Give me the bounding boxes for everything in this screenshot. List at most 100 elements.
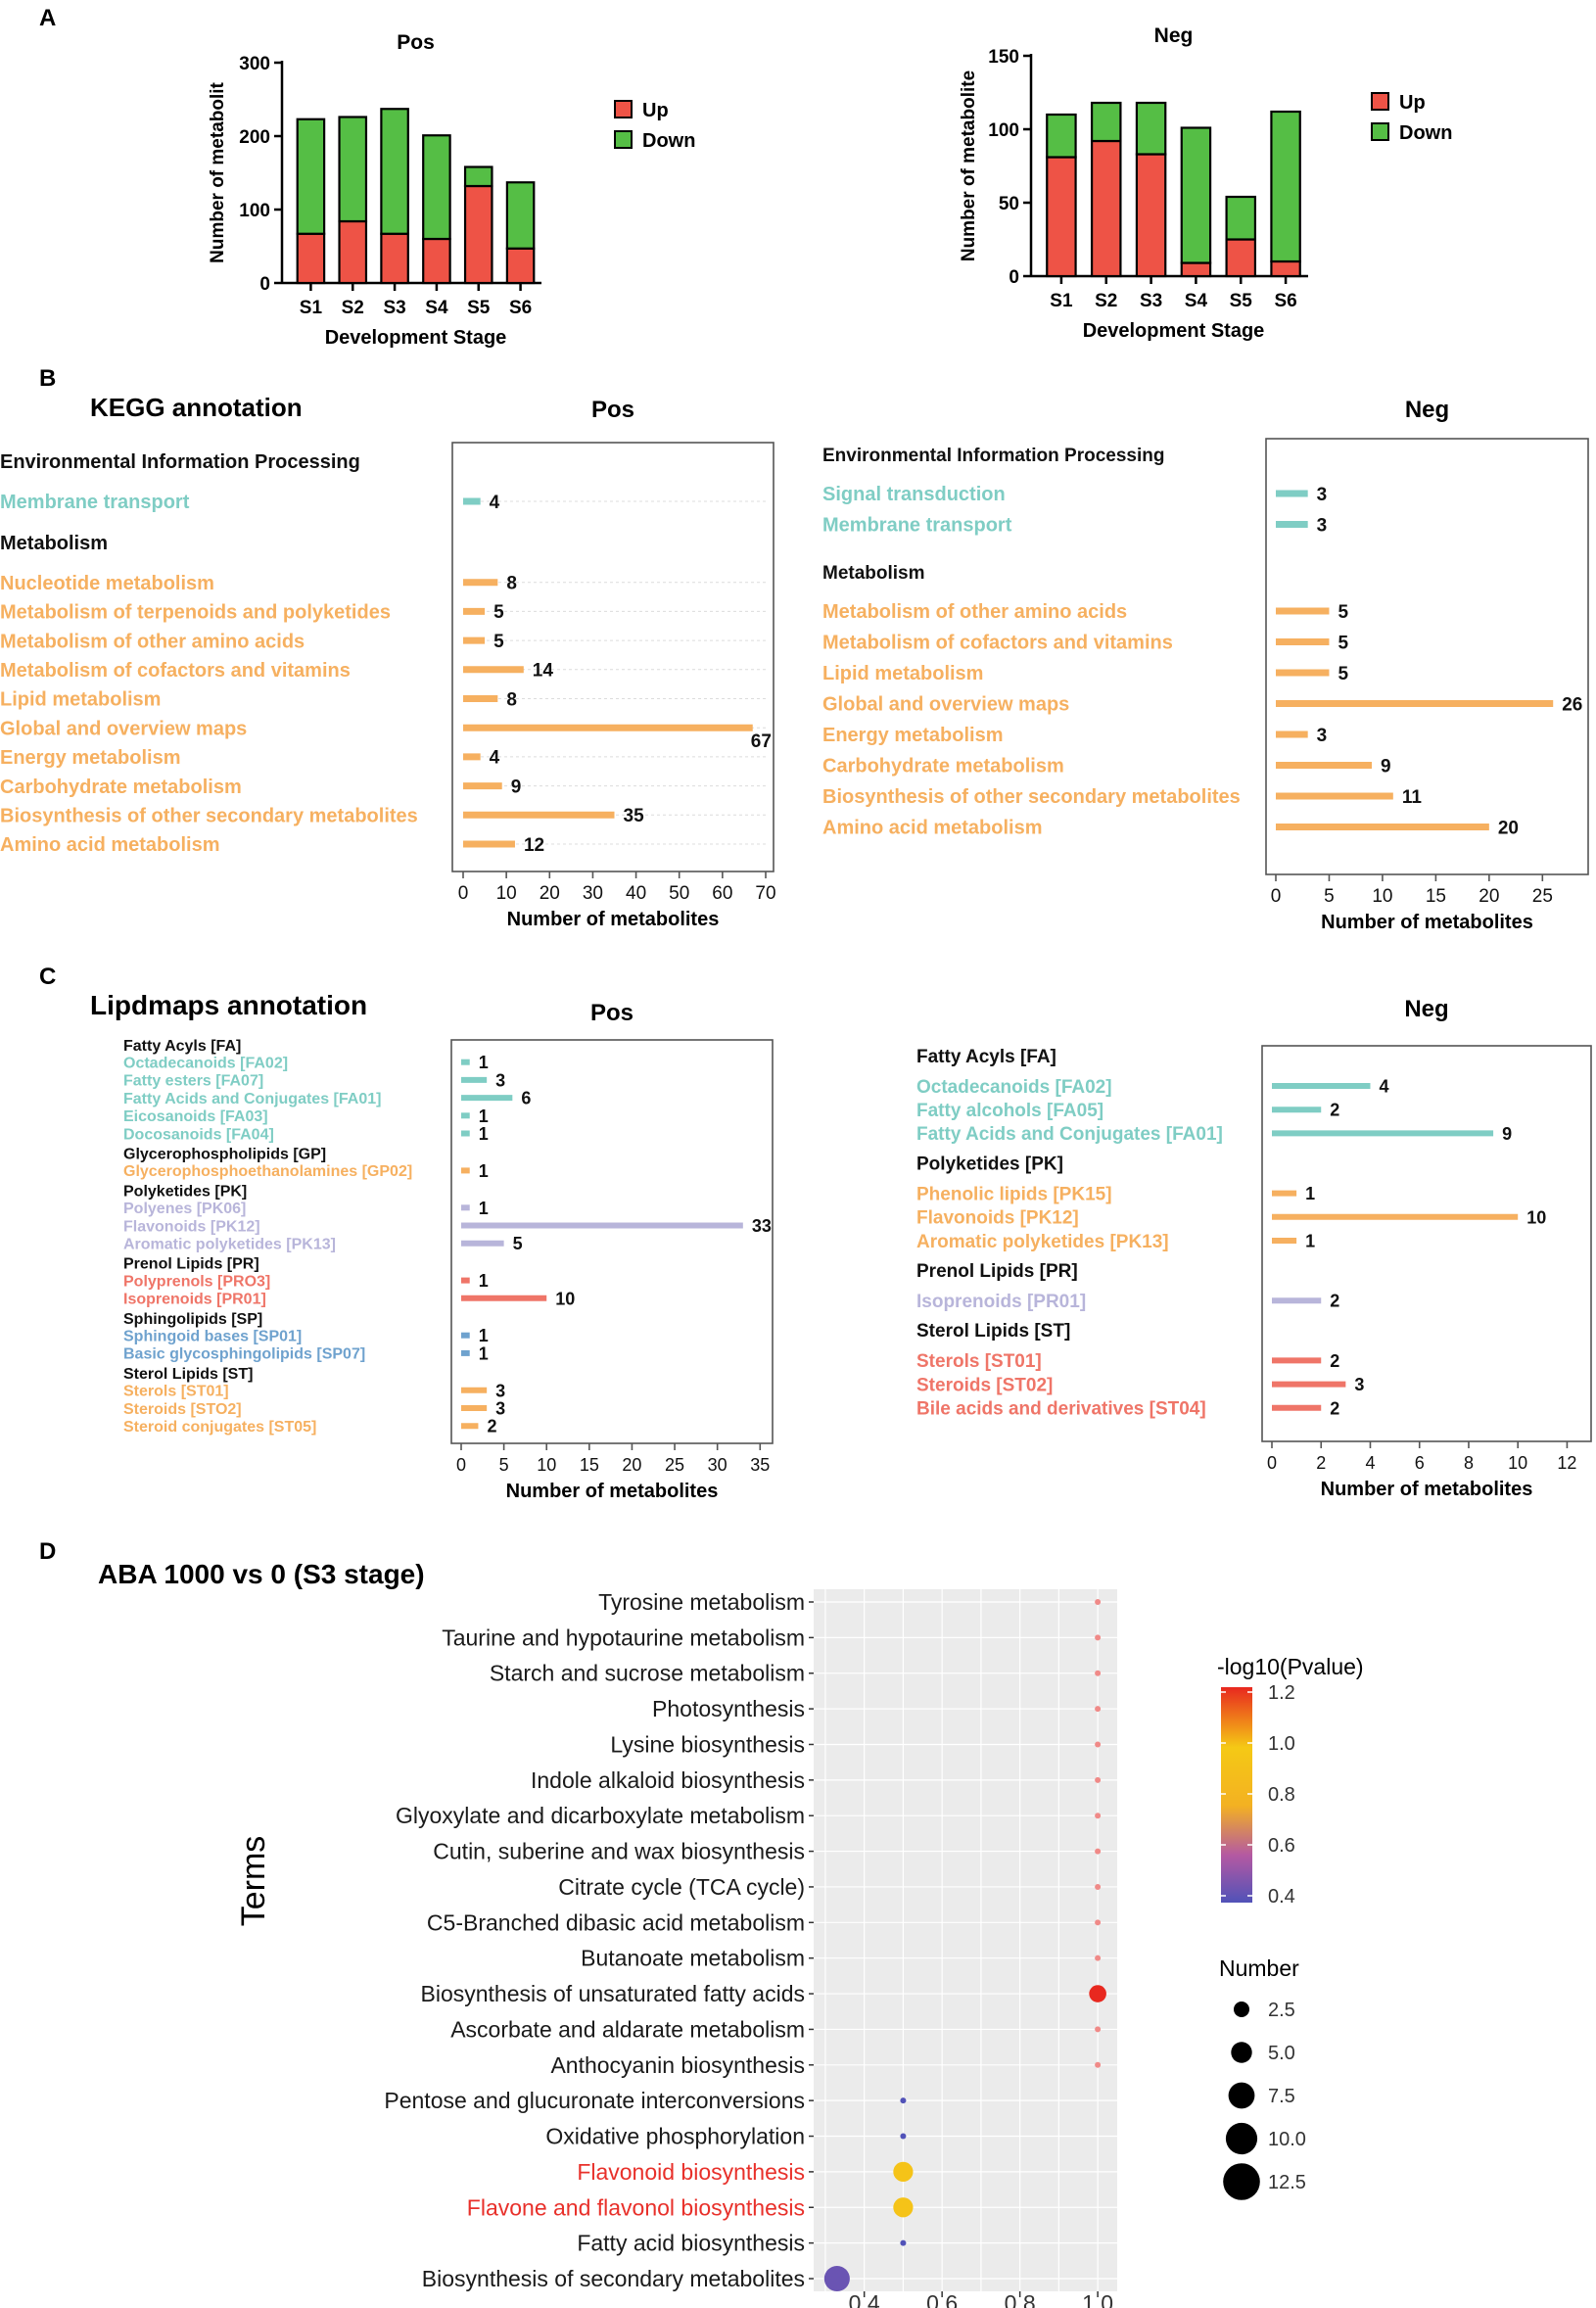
category-label-lipid-metabolism: Lipid metabolism [822,663,983,684]
value-label-nucleotide-metabolism: 8 [506,574,517,594]
category-label-metabolism-of-terpenoids-and-polyketides: Metabolism of terpenoids and polyketides [0,602,391,624]
value-label-sphingoid-bases-sp01: 1 [479,1326,489,1345]
x-tick-label: 20 [622,1455,641,1475]
bar-down-s2 [338,116,368,223]
x-tick-label: 0.8 [1005,2290,1036,2308]
group-header-polyketides-pk: Polyketides [PK] [123,1183,247,1200]
category-label-polyenes-pk06: Polyenes [PK06] [123,1201,246,1217]
chart-title: Pos [591,397,634,423]
x-tick-label: 20 [1479,886,1499,907]
category-label-aromatic-polyketides-pk13: Aromatic polyketides [PK13] [916,1232,1169,1252]
category-label-octadecanoids-fa02: Octadecanoids [FA02] [916,1077,1112,1098]
term-label-citrate-cycle-tca-cycle: Citrate cycle (TCA cycle) [558,1874,805,1900]
category-label-isoprenoids-pr01: Isoprenoids [PR01] [123,1292,266,1308]
value-label-membrane-transport: 4 [490,493,500,513]
category-label-flavonoids-pk12: Flavonoids [PK12] [916,1208,1079,1229]
value-label-fatty-acids-and-conjugates-fa01: 6 [521,1089,531,1108]
x-tick-label: 30 [708,1455,728,1475]
y-tick-label: 50 [999,194,1019,214]
term-label-cutin-suberine-and-wax-biosynthesis: Cutin, suberine and wax biosynthesis [433,1839,805,1864]
bar-up-s5 [463,184,493,285]
color-legend-label: 0.8 [1268,1784,1295,1806]
size-legend-label: 5.0 [1268,2043,1295,2064]
y-axis-label: Number of metabolite [959,71,979,261]
point-anthocyanin-biosynthesis [1095,2061,1102,2068]
x-tick-label: 0 [456,1455,466,1475]
value-label-aromatic-polyketides-pk13: 1 [1305,1231,1315,1250]
category-label-biosynthesis-of-other-secondary-metabolites: Biosynthesis of other secondary metaboli… [822,786,1241,808]
category-label-biosynthesis-of-other-secondary-metabolites: Biosynthesis of other secondary metaboli… [0,806,418,827]
group-header-environmental-information-processing: Environmental Information Processing [0,451,360,473]
value-label-energy-metabolism: 3 [1317,726,1328,746]
bar-up-s3 [1135,153,1167,278]
bar-down-s6 [505,181,536,250]
point-fatty-acid-biosynthesis [900,2239,907,2246]
x-tick-label-s1: S1 [300,298,323,318]
bar-up-s6 [1270,259,1301,278]
point-tyrosine-metabolism [1095,1599,1102,1605]
point-photosynthesis [1095,1706,1102,1713]
category-label-nucleotide-metabolism: Nucleotide metabolism [0,573,214,594]
legend-label-up: Up [1399,92,1426,114]
x-tick-label: 15 [1426,886,1446,907]
x-tick-label-s2: S2 [342,298,364,318]
bar-down-s4 [1180,126,1212,264]
y-tick-label: 100 [239,201,270,221]
value-label-metabolism-of-cofactors-and-vitamins: 14 [533,661,554,682]
category-label-signal-transduction: Signal transduction [822,484,1006,505]
size-legend-dot [1228,2082,1255,2109]
category-label-sterols-st01: Sterols [ST01] [916,1351,1042,1372]
value-label-global-and-overview-maps: 26 [1562,694,1582,715]
category-label-octadecanoids-fa02: Octadecanoids [FA02] [123,1055,288,1071]
panel-b-neg: Neg 0 5 10 15 20 25 Number of metabolites Enviro… [822,397,1589,933]
category-label-isoprenoids-pr01: Isoprenoids [PR01] [916,1292,1086,1312]
bar-up-s1 [1046,156,1077,278]
chart-title: Pos [590,1000,634,1026]
group-header-fatty-acyls-fa: Fatty Acyls [FA] [123,1038,241,1055]
x-tick-label: 4 [1365,1453,1375,1473]
x-tick-label: 40 [626,883,646,904]
panel-label-a: A [39,5,56,31]
x-tick-label: 2 [1316,1453,1326,1473]
color-legend-label: 1.0 [1268,1733,1295,1755]
x-axis-label: Number of metabolites [1321,1479,1533,1500]
enrichment-title: ABA 1000 vs 0 (S3 stage) [98,1559,425,1589]
x-tick-label: 0.4 [849,2290,880,2308]
x-tick-label: 20 [540,883,560,904]
bar-up-s5 [1225,238,1257,278]
legend-label-down: Down [642,130,695,152]
y-tick-label: 150 [988,47,1019,68]
x-tick-label: 10 [496,883,517,904]
term-label-fatty-acid-biosynthesis: Fatty acid biosynthesis [577,2231,805,2256]
value-label-steroid-conjugates-st05: 2 [487,1417,496,1437]
x-tick-label: 6 [1415,1453,1425,1473]
chart-title: Neg [1154,24,1194,47]
point-biosynthesis-of-unsaturated-fatty-acids [1089,1985,1106,2002]
point-starch-and-sucrose-metabolism [1095,1670,1102,1676]
value-label-basic-glycosphingolipids-sp07: 1 [479,1343,489,1363]
group-header-metabolism: Metabolism [822,563,925,584]
value-label-amino-acid-metabolism: 20 [1498,818,1519,838]
category-label-aromatic-polyketides-pk13: Aromatic polyketides [PK13] [123,1236,336,1252]
legend-swatch-down [1371,122,1389,141]
term-label-flavone-and-flavonol-biosynthesis: Flavone and flavonol biosynthesis [467,2194,805,2220]
value-label-fatty-acids-and-conjugates-fa01: 9 [1502,1124,1512,1144]
value-label-metabolism-of-other-amino-acids: 5 [1338,602,1348,623]
bar-down-s5 [1225,195,1257,241]
value-label-flavonoids-pk12: 10 [1526,1207,1546,1227]
bar-down-s5 [463,165,493,188]
category-label-phenolic-lipids-pk15: Phenolic lipids [PK15] [916,1184,1112,1204]
panel-label-d: D [39,1538,56,1565]
term-label-taurine-and-hypotaurine-metabolism: Taurine and hypotaurine metabolism [442,1625,805,1650]
x-tick-label-s3: S3 [383,298,405,318]
size-legend-dot [1231,2042,1252,2063]
bar-up-s2 [338,219,368,285]
category-label-eicosanoids-fa03: Eicosanoids [FA03] [123,1108,268,1125]
legend-label-up: Up [642,100,669,121]
category-label-metabolism-of-other-amino-acids: Metabolism of other amino acids [822,601,1127,623]
x-tick-label: 8 [1464,1453,1474,1473]
x-tick-label-s3: S3 [1140,291,1162,311]
value-label-fatty-esters-fa07: 3 [495,1070,505,1090]
term-label-ascorbate-and-aldarate-metabolism: Ascorbate and aldarate metabolism [450,2016,805,2042]
